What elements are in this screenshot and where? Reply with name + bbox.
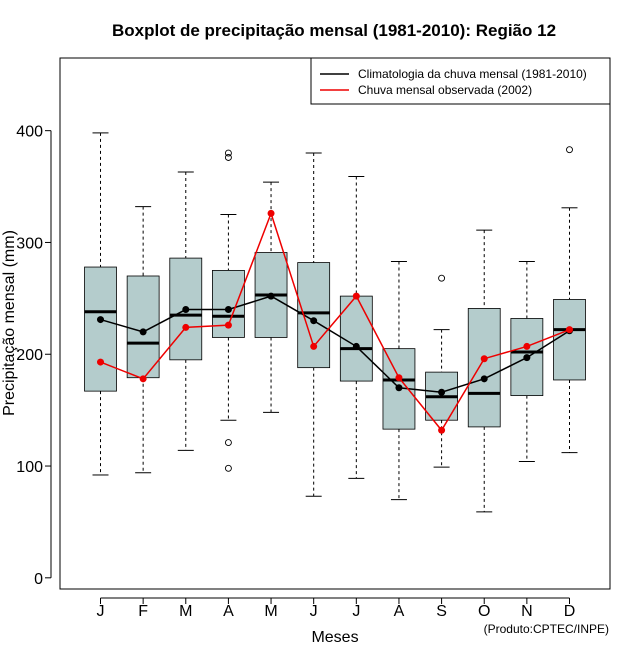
box-month-10 xyxy=(467,229,501,513)
series-climatology xyxy=(97,292,573,396)
series-line-climatology xyxy=(100,295,570,394)
series-point-observed xyxy=(182,323,190,331)
legend-label-climatology: Climatologia da chuva mensal (1981-2010) xyxy=(358,67,587,81)
x-tick-label: J xyxy=(97,603,105,620)
box-month-6 xyxy=(297,152,331,497)
y-tick-label: 0 xyxy=(34,571,43,588)
x-tick-label: S xyxy=(436,603,447,620)
series-point-climatology xyxy=(438,388,446,396)
y-axis-label: Precipitação mensal (mm) xyxy=(1,230,18,416)
x-tick-label: J xyxy=(352,603,360,620)
y-axis: 0 100 200 300 400 xyxy=(16,124,52,588)
legend-label-observed: Chuva mensal observada (2002) xyxy=(358,83,532,97)
box-month-2 xyxy=(126,206,160,474)
box-month-9 xyxy=(425,274,458,468)
x-tick-label: M xyxy=(179,603,192,620)
y-tick-label: 100 xyxy=(16,459,43,476)
iqr-box xyxy=(553,299,586,381)
x-tick-label: D xyxy=(564,603,576,620)
x-tick-label: O xyxy=(478,603,490,620)
outlier-point xyxy=(438,274,446,282)
box-month-7 xyxy=(339,175,373,479)
outlier-point xyxy=(224,154,232,161)
series-point-observed xyxy=(395,374,403,382)
outlier-point xyxy=(224,149,232,157)
series-point-climatology xyxy=(182,306,190,314)
box-month-1 xyxy=(84,132,117,476)
legend-box xyxy=(310,57,611,105)
credit-text: (Produto:CPTEC/INPE) xyxy=(484,622,609,636)
series-point-climatology xyxy=(395,384,403,392)
x-axis-label: Meses xyxy=(311,629,358,646)
chart-title: Boxplot de precipitação mensal (1981-201… xyxy=(112,21,556,40)
iqr-box xyxy=(297,262,331,369)
box-month-12 xyxy=(553,146,586,454)
series-point-climatology xyxy=(97,316,105,324)
series-point-climatology xyxy=(310,317,318,325)
box-month-11 xyxy=(510,260,544,463)
series-lines xyxy=(97,209,573,434)
series-point-climatology xyxy=(352,342,360,350)
iqr-box xyxy=(467,308,501,428)
series-point-observed xyxy=(352,292,360,300)
legend: Climatologia da chuva mensal (1981-2010)… xyxy=(310,57,611,105)
series-observed xyxy=(97,209,573,434)
series-point-climatology xyxy=(523,354,531,362)
series-point-observed xyxy=(97,358,105,366)
y-tick-label: 200 xyxy=(16,347,43,364)
series-point-observed xyxy=(139,375,147,383)
series-line-observed xyxy=(100,211,570,432)
series-point-observed xyxy=(438,426,446,434)
series-point-observed xyxy=(267,209,275,217)
outlier-point xyxy=(224,439,232,447)
x-tick-label: J xyxy=(310,603,318,620)
x-tick-label: A xyxy=(223,603,234,620)
series-point-observed xyxy=(310,342,318,350)
iqr-box xyxy=(339,295,373,382)
x-tick-label: N xyxy=(521,603,533,620)
series-point-climatology xyxy=(267,292,275,300)
boxplots xyxy=(84,132,586,513)
y-tick-label: 300 xyxy=(16,235,43,252)
series-point-observed xyxy=(523,342,531,350)
x-tick-label: M xyxy=(264,603,277,620)
y-tick-label: 400 xyxy=(16,124,43,141)
series-point-climatology xyxy=(480,375,488,383)
series-point-observed xyxy=(224,321,232,329)
x-tick-label: F xyxy=(138,603,148,620)
series-point-climatology xyxy=(224,306,232,314)
outlier-point xyxy=(224,464,232,472)
outlier-point xyxy=(566,146,573,154)
series-point-observed xyxy=(480,355,488,363)
iqr-box xyxy=(84,266,117,392)
x-tick-label: A xyxy=(394,603,405,620)
series-point-climatology xyxy=(139,328,147,336)
series-point-observed xyxy=(565,326,573,334)
